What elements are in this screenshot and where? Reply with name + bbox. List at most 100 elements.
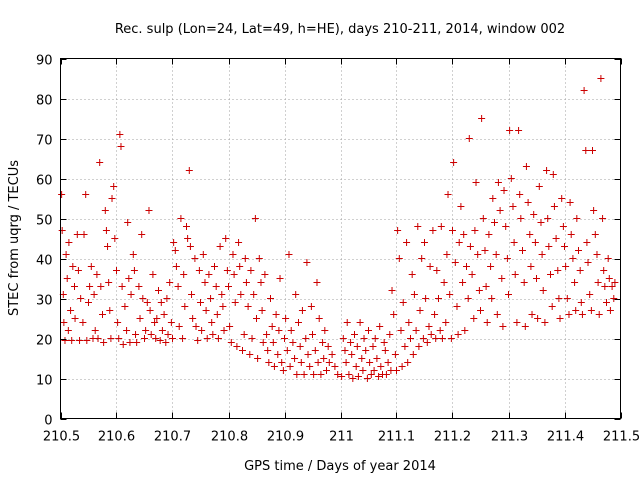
data-point xyxy=(354,373,362,380)
data-point xyxy=(521,323,529,330)
data-point xyxy=(590,207,598,214)
data-point xyxy=(241,255,249,262)
data-point xyxy=(111,235,119,242)
data-point xyxy=(211,263,218,270)
data-point xyxy=(610,295,618,302)
data-point xyxy=(64,327,72,334)
data-point xyxy=(285,251,293,258)
data-point xyxy=(160,311,168,318)
data-point xyxy=(303,259,311,266)
data-point xyxy=(328,351,336,358)
data-points-layer xyxy=(58,75,619,382)
data-point xyxy=(186,243,194,250)
data-point xyxy=(483,319,491,326)
data-point xyxy=(466,243,474,250)
data-point xyxy=(302,335,310,342)
data-point xyxy=(132,331,140,338)
data-point xyxy=(334,371,342,378)
data-point xyxy=(398,363,406,370)
data-point xyxy=(175,323,183,330)
data-point xyxy=(600,267,608,274)
data-point xyxy=(142,327,150,334)
data-point xyxy=(377,363,385,370)
data-point xyxy=(126,339,134,346)
data-point xyxy=(569,255,577,262)
data-point xyxy=(218,291,226,298)
data-point xyxy=(440,279,448,286)
data-point xyxy=(563,295,571,302)
data-point xyxy=(399,299,407,306)
data-point xyxy=(533,275,540,282)
data-point xyxy=(423,339,431,346)
data-point xyxy=(96,159,104,166)
data-point xyxy=(436,327,444,334)
data-point xyxy=(397,327,405,334)
data-point xyxy=(183,223,190,230)
data-point xyxy=(454,331,462,338)
data-point xyxy=(591,231,599,238)
y-tick-label: 20 xyxy=(36,334,53,349)
data-point xyxy=(62,251,70,258)
data-point xyxy=(146,307,154,314)
data-point xyxy=(351,331,358,338)
data-point xyxy=(320,355,328,362)
data-point xyxy=(444,191,452,198)
data-point xyxy=(408,271,416,278)
y-axis-label: STEC from uqrg / TECUs xyxy=(7,160,22,316)
ticks-layer xyxy=(60,58,622,420)
data-point xyxy=(341,347,349,354)
data-point xyxy=(67,307,75,314)
data-point xyxy=(524,199,532,206)
data-point xyxy=(567,231,575,238)
data-point xyxy=(366,359,374,366)
x-tick-labels: 210.5 210.6 210.7 210.8 210.9 211 211.1 211.2 21… xyxy=(43,430,640,445)
data-point xyxy=(427,331,435,338)
data-point xyxy=(384,359,392,366)
data-point xyxy=(99,311,106,318)
data-point xyxy=(314,359,322,366)
data-point xyxy=(474,251,482,258)
data-point xyxy=(174,283,182,290)
data-point xyxy=(118,283,126,290)
data-point xyxy=(127,291,135,298)
data-point xyxy=(91,327,99,334)
data-point xyxy=(283,347,291,354)
data-point xyxy=(274,351,282,358)
data-point xyxy=(367,371,375,378)
data-point xyxy=(535,183,543,190)
data-point xyxy=(499,323,507,330)
data-point xyxy=(73,231,81,238)
data-point xyxy=(611,279,619,286)
data-point xyxy=(269,339,277,346)
data-point xyxy=(516,191,524,198)
data-point xyxy=(192,323,200,330)
data-point xyxy=(71,283,78,290)
data-point xyxy=(86,283,94,290)
data-point xyxy=(404,359,412,366)
data-point xyxy=(487,263,495,270)
x-tick-label: 211 xyxy=(329,430,354,445)
data-point xyxy=(510,239,518,246)
data-point xyxy=(208,319,216,326)
data-point xyxy=(129,251,137,258)
data-point xyxy=(349,375,357,382)
data-point xyxy=(79,319,87,326)
data-point xyxy=(133,339,141,346)
data-point xyxy=(71,315,79,322)
data-point xyxy=(82,191,90,198)
data-point xyxy=(519,247,526,254)
data-point xyxy=(359,367,367,374)
data-point xyxy=(460,231,468,238)
data-point xyxy=(185,167,193,174)
data-point xyxy=(315,315,323,322)
data-point xyxy=(437,223,445,230)
data-point xyxy=(264,347,272,354)
data-point xyxy=(438,335,446,342)
data-point xyxy=(226,323,234,330)
data-point xyxy=(594,279,602,286)
data-point xyxy=(543,167,551,174)
data-point xyxy=(468,271,476,278)
data-point xyxy=(259,339,267,346)
data-point xyxy=(455,239,463,246)
x-tick-label: 210.8 xyxy=(211,430,248,445)
